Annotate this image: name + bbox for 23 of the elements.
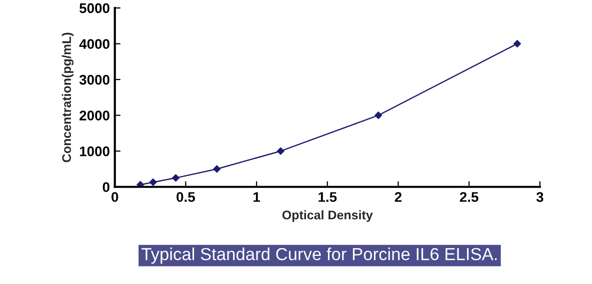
x-tick-label: 0.5 xyxy=(176,192,195,202)
point xyxy=(374,111,382,120)
x-tick-label: 2 xyxy=(394,192,402,202)
point xyxy=(276,147,285,156)
y-tick-label: 0 xyxy=(102,182,110,192)
x-axis-title: Optical Density xyxy=(282,210,373,222)
x-tick-label: 1 xyxy=(254,192,260,202)
point xyxy=(212,165,221,173)
point xyxy=(172,174,180,182)
point xyxy=(149,178,158,186)
y-tick-label: 4000 xyxy=(79,39,110,49)
point xyxy=(513,40,522,48)
x-tick-label: 3 xyxy=(536,192,544,202)
y-axis-title: Concentration(pg/mL) xyxy=(62,32,74,162)
y-tick-label: 2000 xyxy=(80,110,110,120)
x-tick-label: 0 xyxy=(112,192,118,202)
y-tick-label: 3000 xyxy=(79,74,110,85)
x-tick-label: 1.5 xyxy=(318,192,337,202)
text: Typical Standard Curve for Porcine IL6 ELISA. xyxy=(142,248,497,264)
point xyxy=(136,180,144,187)
y-tick-label: 1000 xyxy=(80,146,110,156)
y-tick-label: 5000 xyxy=(80,3,110,14)
x-tick-label: 2.5 xyxy=(460,192,478,202)
